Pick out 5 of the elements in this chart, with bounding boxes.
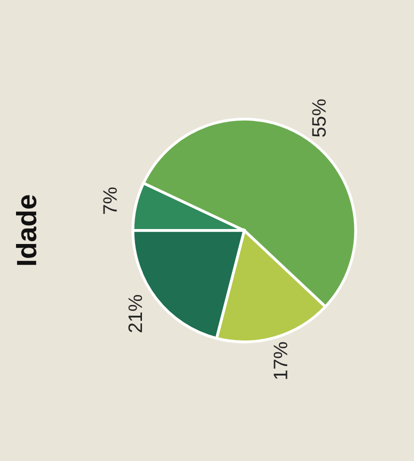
data-label: 55% <box>312 99 326 137</box>
text: Idade <box>16 195 36 265</box>
data-label: 21% <box>128 294 142 332</box>
data-label: 17% <box>274 342 288 379</box>
data-label: 7% <box>103 188 117 214</box>
